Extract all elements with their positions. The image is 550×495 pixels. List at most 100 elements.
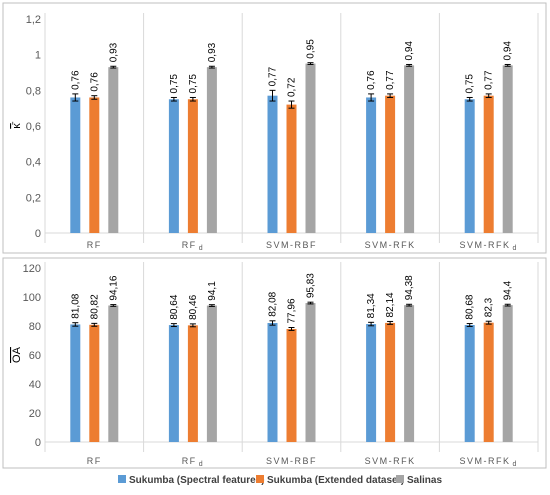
kappa-chart: 0 0,2 0,4 0,6 0,8 1 1,2 κ̄ RF 0,76 0,76 0,93 RF d 0,75… [2, 2, 547, 254]
data-label: 0,77 [268, 66, 279, 86]
category-label: RF d [182, 240, 204, 252]
bar [305, 63, 316, 234]
data-label: 0,75 [188, 74, 199, 94]
data-label: 80,82 [89, 294, 100, 319]
category-name: SVM-RFK [459, 240, 510, 250]
bar [267, 95, 278, 233]
bar [286, 104, 297, 233]
data-label: 0,76 [366, 70, 377, 90]
data-label: 0,93 [108, 42, 119, 62]
data-label: 94,38 [404, 275, 415, 300]
category-label: SVM-RFK [365, 240, 416, 250]
data-label: 77,96 [287, 298, 298, 323]
category-subscript: d [199, 245, 204, 252]
legend-swatch [396, 475, 404, 483]
bar [305, 303, 316, 442]
category-name: SVM-RBF [266, 240, 317, 250]
bar [464, 99, 475, 233]
legend-swatch [118, 475, 126, 483]
data-label: 0,75 [465, 74, 476, 94]
bar [70, 324, 81, 442]
data-label: 0,94 [503, 41, 514, 61]
bar [168, 99, 179, 233]
legend: Sukumba (Spectral features) Sukumba (Exte… [118, 475, 442, 486]
bar [168, 325, 179, 442]
data-label: 81,34 [366, 293, 377, 318]
bar [404, 65, 415, 233]
data-label: 80,64 [169, 294, 180, 319]
category-label: RF d [182, 456, 204, 468]
data-label: 0,93 [207, 42, 218, 62]
y-axis-title: OA [11, 346, 23, 363]
bar [502, 305, 513, 442]
bar [89, 324, 100, 442]
y-tick-label: 0,4 [26, 157, 41, 169]
bar [108, 67, 119, 234]
y-tick-label: 100 [23, 292, 41, 304]
y-tick-label: 80 [29, 321, 41, 333]
category-subscript: d [199, 461, 204, 468]
data-label: 0,95 [306, 39, 317, 59]
category-label: RF [87, 240, 102, 250]
data-label: 0,72 [287, 77, 298, 97]
data-label: 0,75 [169, 74, 180, 94]
y-tick-label: 120 [23, 263, 41, 275]
y-tick-label: 1,2 [26, 14, 41, 26]
category-name: SVM-RFK [365, 240, 416, 250]
data-label: 0,76 [70, 70, 81, 90]
y-tick-label: 0 [35, 228, 41, 240]
bar [286, 328, 297, 442]
data-label: 0,76 [89, 72, 100, 92]
data-label: 82,3 [484, 297, 495, 317]
bar [206, 67, 217, 234]
legend-label: Sukumba (Extended dataset) [267, 475, 404, 486]
data-label: 94,4 [503, 280, 514, 300]
bar [464, 325, 475, 442]
y-tick-label: 0,6 [26, 121, 41, 133]
data-label: 0,94 [404, 41, 415, 61]
data-label: 0,77 [385, 70, 396, 90]
category-label: SVM-RFK d [459, 456, 517, 468]
y-tick-label: 0,2 [26, 192, 41, 204]
bar [108, 305, 119, 442]
y-axis-title: κ̄ [11, 121, 23, 129]
data-label: 82,14 [385, 292, 396, 317]
category-label: SVM-RFK [365, 456, 416, 466]
legend-label: Salinas [407, 475, 442, 486]
data-label: 81,08 [70, 293, 81, 318]
y-tick-label: 0,8 [26, 85, 41, 97]
legend-label: Sukumba (Spectral features) [129, 475, 265, 486]
bar [187, 325, 198, 442]
category-name: RF [87, 240, 102, 250]
data-label: 94,16 [108, 275, 119, 300]
data-label: 82,08 [268, 291, 279, 316]
category-label: RF [87, 456, 102, 466]
category-name: RF [87, 456, 102, 466]
bar [70, 97, 81, 233]
data-label: 0,77 [484, 70, 495, 90]
data-label: 80,46 [188, 294, 199, 319]
category-label: SVM-RFK d [459, 240, 517, 252]
bar [89, 97, 100, 233]
category-name: SVM-RFK [459, 456, 510, 466]
y-tick-label: 1 [35, 50, 41, 62]
data-label: 95,83 [306, 273, 317, 298]
bar [206, 305, 217, 442]
data-label: 80,68 [465, 294, 476, 319]
category-name: SVM-RBF [266, 456, 317, 466]
bar [483, 322, 494, 442]
bar [187, 99, 198, 233]
bar [502, 65, 513, 233]
category-subscript: d [512, 461, 517, 468]
y-tick-label: 40 [29, 379, 41, 391]
category-name: SVM-RFK [365, 456, 416, 466]
bar [404, 305, 415, 442]
bar [366, 324, 377, 442]
y-tick-label: 0 [35, 437, 41, 449]
bar [267, 322, 278, 442]
bar [366, 97, 377, 233]
bar [483, 95, 494, 233]
y-tick-label: 60 [29, 350, 41, 362]
